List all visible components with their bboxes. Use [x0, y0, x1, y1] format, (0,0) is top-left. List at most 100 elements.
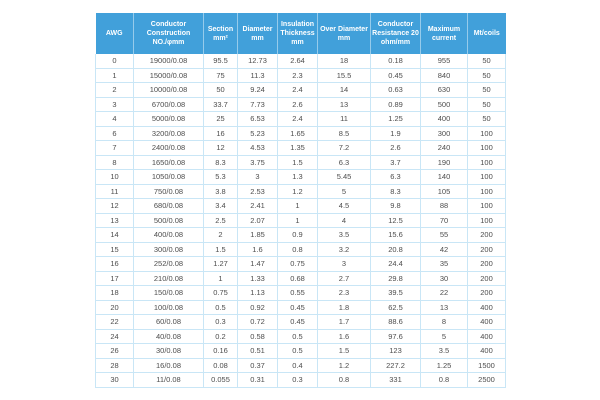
cell-over-diameter: 7.2 [317, 140, 371, 156]
column-header-mt-coils: Mt/coils [467, 13, 506, 54]
cell-conductor-construction: 750/0.08 [133, 184, 204, 199]
cell-awg: 17 [95, 271, 134, 286]
cell-awg: 2 [95, 82, 134, 98]
cell-mt-coils: 400 [467, 300, 506, 315]
cell-maximum-current: 88 [420, 198, 468, 214]
table-row: 6 3200/0.08 16 5.23 1.65 8.5 1.9 300 100 [95, 126, 506, 141]
cell-insulation-thickness: 0.4 [277, 358, 318, 373]
cell-diameter: 1.6 [237, 242, 278, 257]
cell-diameter: 2.53 [237, 184, 278, 199]
cell-section: 3.4 [203, 198, 238, 214]
cell-mt-coils: 50 [467, 54, 506, 69]
cell-awg: 15 [95, 242, 134, 257]
cell-diameter: 3 [237, 169, 278, 185]
cell-awg: 22 [95, 314, 134, 330]
table-row: 8 1650/0.08 8.3 3.75 1.5 6.3 3.7 190 100 [95, 155, 506, 170]
cell-section: 25 [203, 111, 238, 127]
cell-section: 2.5 [203, 213, 238, 228]
cell-section: 33.7 [203, 97, 238, 112]
cell-over-diameter: 14 [317, 82, 371, 98]
cell-awg: 4 [95, 111, 134, 127]
cell-over-diameter: 8.5 [317, 126, 371, 141]
cell-insulation-thickness: 0.75 [277, 256, 318, 272]
cell-diameter: 4.53 [237, 140, 278, 156]
table-row: 0 19000/0.08 95.5 12.73 2.64 18 0.18 955 50 [95, 54, 506, 69]
column-header-insulation-thickness: Insulation Thickness mm [277, 13, 318, 54]
cell-maximum-current: 55 [420, 227, 468, 243]
cell-maximum-current: 30 [420, 271, 468, 286]
cell-mt-coils: 100 [467, 169, 506, 185]
cell-mt-coils: 200 [467, 271, 506, 286]
cell-conductor-resistance: 0.45 [370, 68, 421, 83]
cell-conductor-resistance: 123 [370, 343, 421, 359]
cell-maximum-current: 240 [420, 140, 468, 156]
cell-conductor-construction: 150/0.08 [133, 285, 204, 301]
cell-over-diameter: 1.2 [317, 358, 371, 373]
cell-conductor-construction: 500/0.08 [133, 213, 204, 228]
cell-over-diameter: 13 [317, 97, 371, 112]
cell-awg: 0 [95, 54, 134, 69]
cell-section: 5.3 [203, 169, 238, 185]
cell-conductor-construction: 100/0.08 [133, 300, 204, 315]
cell-insulation-thickness: 1.35 [277, 140, 318, 156]
cell-awg: 6 [95, 126, 134, 141]
cell-diameter: 0.37 [237, 358, 278, 373]
cell-conductor-construction: 2400/0.08 [133, 140, 204, 156]
cell-insulation-thickness: 0.45 [277, 300, 318, 315]
cell-conductor-construction: 6700/0.08 [133, 97, 204, 112]
cell-insulation-thickness: 2.3 [277, 68, 318, 83]
cell-mt-coils: 100 [467, 155, 506, 170]
cell-conductor-construction: 10000/0.08 [133, 82, 204, 98]
table-row: 2 10000/0.08 50 9.24 2.4 14 0.63 630 50 [95, 82, 506, 98]
cell-mt-coils: 100 [467, 198, 506, 214]
cell-maximum-current: 630 [420, 82, 468, 98]
cell-awg: 1 [95, 68, 134, 83]
cell-maximum-current: 5 [420, 329, 468, 344]
cell-over-diameter: 15.5 [317, 68, 371, 83]
cell-awg: 13 [95, 213, 134, 228]
cell-maximum-current: 105 [420, 184, 468, 199]
cell-diameter: 0.51 [237, 343, 278, 359]
cell-insulation-thickness: 0.45 [277, 314, 318, 330]
cell-maximum-current: 400 [420, 111, 468, 127]
cell-awg: 12 [95, 198, 134, 214]
cell-diameter: 9.24 [237, 82, 278, 98]
cell-diameter: 11.3 [237, 68, 278, 83]
cell-conductor-construction: 5000/0.08 [133, 111, 204, 127]
cell-insulation-thickness: 1.65 [277, 126, 318, 141]
table-body: 0 19000/0.08 95.5 12.73 2.64 18 0.18 955 50 1 1500… [95, 54, 506, 388]
cell-conductor-construction: 1650/0.08 [133, 155, 204, 170]
cell-over-diameter: 3.2 [317, 242, 371, 257]
cell-conductor-resistance: 39.5 [370, 285, 421, 301]
table-row: 22 60/0.08 0.3 0.72 0.45 1.7 88.6 8 400 [95, 314, 506, 330]
cell-section: 1 [203, 271, 238, 286]
cell-insulation-thickness: 0.55 [277, 285, 318, 301]
cell-mt-coils: 100 [467, 126, 506, 141]
cell-insulation-thickness: 0.5 [277, 343, 318, 359]
cell-awg: 20 [95, 300, 134, 315]
cell-insulation-thickness: 1 [277, 213, 318, 228]
column-header-maximum-current: Maximum current [420, 13, 468, 54]
cell-maximum-current: 840 [420, 68, 468, 83]
cell-insulation-thickness: 2.64 [277, 54, 318, 69]
cell-awg: 30 [95, 372, 134, 388]
cell-over-diameter: 4 [317, 213, 371, 228]
cell-mt-coils: 100 [467, 213, 506, 228]
cell-section: 8.3 [203, 155, 238, 170]
cell-diameter: 2.41 [237, 198, 278, 214]
cell-mt-coils: 200 [467, 256, 506, 272]
cell-conductor-construction: 300/0.08 [133, 242, 204, 257]
cell-mt-coils: 2500 [467, 372, 506, 388]
cell-diameter: 1.33 [237, 271, 278, 286]
cell-section: 50 [203, 82, 238, 98]
cell-mt-coils: 200 [467, 227, 506, 243]
cell-maximum-current: 140 [420, 169, 468, 185]
table-row: 10 1050/0.08 5.3 3 1.3 5.45 6.3 140 100 [95, 169, 506, 185]
cell-section: 12 [203, 140, 238, 156]
cell-insulation-thickness: 1.3 [277, 169, 318, 185]
table-row: 14 400/0.08 2 1.85 0.9 3.5 15.6 55 200 [95, 227, 506, 243]
cell-section: 1.5 [203, 242, 238, 257]
cell-insulation-thickness: 2.4 [277, 111, 318, 127]
awg-wire-spec-table: AWG Conductor Construction NO./φmm Section… [95, 13, 506, 388]
